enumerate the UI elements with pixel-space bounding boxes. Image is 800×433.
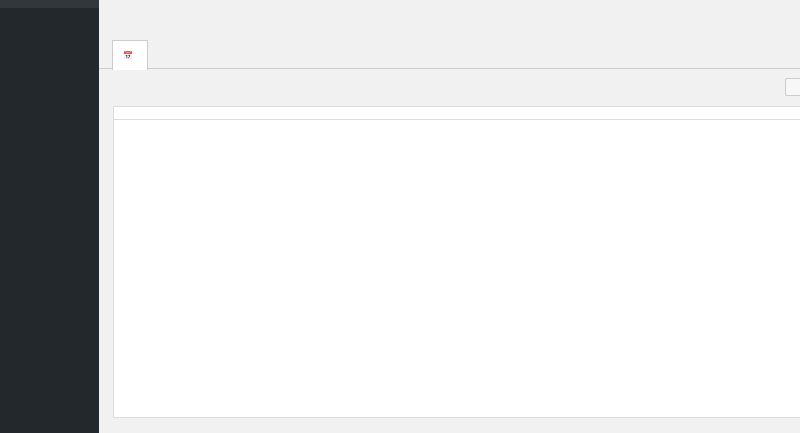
today-button[interactable] bbox=[785, 78, 800, 96]
day-of-week-header bbox=[114, 107, 800, 120]
coworking-submenu bbox=[0, 0, 99, 8]
month-calendar bbox=[113, 106, 800, 418]
calendar-icon: 📅 bbox=[123, 51, 133, 60]
tab-calendar[interactable]: 📅 bbox=[112, 40, 148, 70]
admin-sidebar bbox=[0, 0, 99, 433]
main-content: 📅 bbox=[99, 0, 800, 433]
tab-bar: 📅 bbox=[99, 40, 800, 70]
